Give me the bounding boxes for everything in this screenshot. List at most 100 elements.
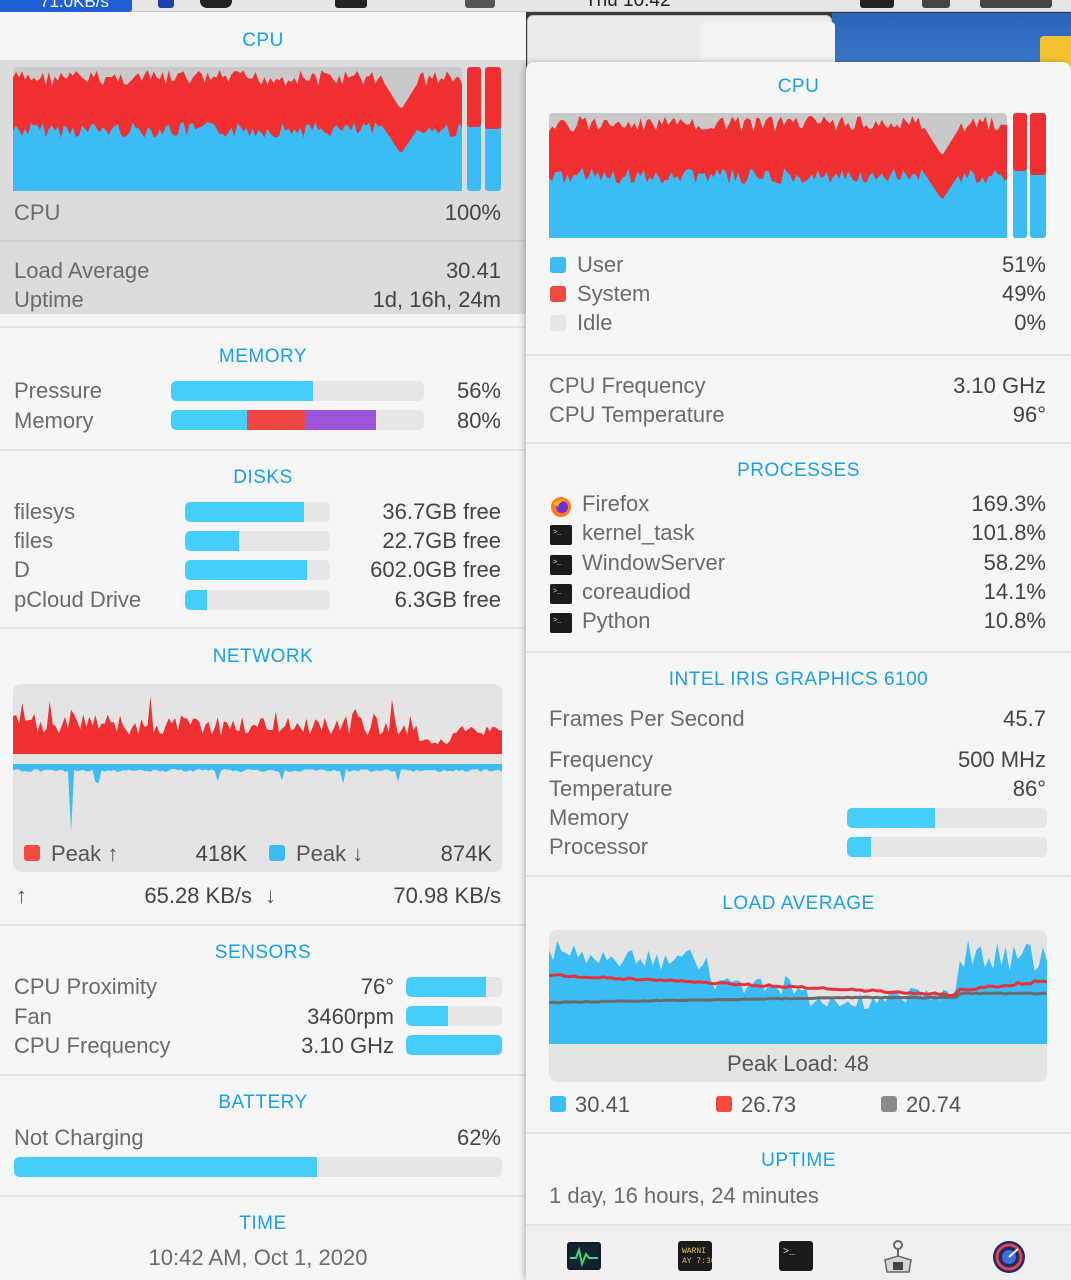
background-window-inner <box>700 22 835 67</box>
pycharm-icon[interactable] <box>158 0 174 8</box>
cpu-frequency-label: CPU Frequency <box>549 373 706 398</box>
sensor-bar-fill <box>406 977 486 997</box>
cpu-header: CPU <box>242 30 284 51</box>
svg-text:>_: >_ <box>783 1247 796 1258</box>
cpu-legend-label: System <box>577 281 651 306</box>
disk-free: 36.7GB free <box>382 499 501 524</box>
load-average-value: 30.41 <box>445 258 501 283</box>
load-average-graph <box>549 940 1047 1044</box>
menu-extra-right-icon[interactable] <box>980 0 1052 8</box>
disk-bar-fill <box>185 502 304 522</box>
disk-name: filesys <box>14 499 76 524</box>
cpu-detail-panel: CPU User 51% System 49% Idle 0% CPU Freq… <box>526 62 1071 1280</box>
sensor-bar-fill <box>406 1006 449 1026</box>
cpu-label: CPU <box>14 200 61 225</box>
separator <box>526 442 1071 444</box>
load-15min-line <box>549 991 1047 1005</box>
cpu-temperature-value: 96° <box>1012 402 1046 427</box>
process-cpu-value: 169.3% <box>971 491 1046 516</box>
sensors-header: SENSORS <box>214 942 312 963</box>
download-rate: 70.98 KB/s <box>393 883 501 908</box>
app-shortcut-bar: WARNI AY 7:36 >_ <box>526 1226 1071 1280</box>
disk-name: files <box>14 528 54 553</box>
firefox-icon <box>550 496 572 517</box>
gpu-memory-label: Memory <box>549 805 629 830</box>
terminal-icon: >_ <box>550 613 572 634</box>
folder-icon[interactable] <box>1040 36 1071 66</box>
cpu-detail-header: CPU <box>777 76 820 97</box>
gpu-temperature-value: 86° <box>1012 776 1046 801</box>
peak-down-label: Peak ↓ <box>296 841 364 866</box>
disks-header: DISKS <box>233 467 293 488</box>
sensor-bar-fill <box>406 1035 502 1055</box>
grid-icon[interactable] <box>922 0 950 8</box>
process-name: kernel_task <box>582 520 695 546</box>
peak-down-swatch <box>269 845 285 861</box>
disk-bar-fill <box>185 560 307 580</box>
gpu-frequency-label: Frequency <box>549 747 653 772</box>
time-header: TIME <box>239 1213 287 1234</box>
network-speed-text: 71.0KB/s <box>40 0 109 11</box>
upload-rate: 65.28 KB/s <box>144 883 252 908</box>
menu-clock[interactable]: Thu 10:42 <box>585 0 671 11</box>
activity-monitor-icon[interactable] <box>567 1242 601 1270</box>
cpu-detail-graph <box>549 113 1046 238</box>
sensor-name: CPU Proximity <box>14 974 158 999</box>
disk-name: pCloud Drive <box>14 587 142 612</box>
cpu-frequency-value: 3.10 GHz <box>953 373 1046 398</box>
cpu-legend-value: 0% <box>1014 310 1046 335</box>
uptime-detail-value: 1 day, 16 hours, 24 minutes <box>549 1183 819 1208</box>
load-5min-line <box>549 973 1047 998</box>
status-icon[interactable] <box>200 0 232 8</box>
gpu-header: INTEL IRIS GRAPHICS 6100 <box>668 669 929 690</box>
process-name: coreaudiod <box>582 578 691 604</box>
console-icon[interactable]: WARNI AY 7:36 <box>678 1241 712 1271</box>
load-15min-swatch <box>881 1096 897 1112</box>
battery-header: BATTERY <box>218 1092 308 1113</box>
peak-down-value: 874K <box>440 841 492 866</box>
svg-text:WARNI: WARNI <box>682 1247 706 1256</box>
disk-bar-fill <box>185 590 207 610</box>
sensor-value: 76° <box>360 974 394 999</box>
system-swatch <box>550 286 566 302</box>
eject-icon[interactable] <box>335 0 367 8</box>
istat-dropdown-panel: CPU CPU 100% Load Average 30.41 Uptime 1… <box>0 12 526 1280</box>
system-information-icon[interactable] <box>881 1238 915 1274</box>
network-history-graph <box>13 696 502 832</box>
peak-up-value: 418K <box>195 841 247 866</box>
network-speed-badge[interactable]: 71.0KB/s <box>0 0 132 12</box>
menu-bar: 71.0KB/s Thu 10:42 <box>0 0 1071 12</box>
battery-icon[interactable] <box>465 0 495 8</box>
separator <box>0 1074 526 1076</box>
terminal-icon[interactable]: >_ <box>779 1241 813 1271</box>
battery-bar <box>14 1157 502 1177</box>
network-graph-box <box>13 684 502 872</box>
uptime-value: 1d, 16h, 24m <box>372 287 501 312</box>
cpu-legend-label: User <box>577 252 624 277</box>
svg-text:>_: >_ <box>553 588 562 596</box>
disk-free: 22.7GB free <box>382 528 501 553</box>
memory-value: 80% <box>456 408 501 433</box>
disk-name: D <box>14 557 30 582</box>
time-value: 10:42 AM, Oct 1, 2020 <box>148 1245 368 1270</box>
load-average-header: LOAD AVERAGE <box>722 893 875 914</box>
cpu-value: 100% <box>444 200 501 225</box>
memory-label: Memory <box>14 408 94 433</box>
disk-bar <box>185 502 330 522</box>
memory-bar <box>171 410 424 430</box>
peak-up-label: Peak ↑ <box>51 841 119 866</box>
network-upload-area <box>13 696 502 754</box>
battery-percent: 62% <box>456 1125 501 1150</box>
idle-swatch <box>550 315 566 331</box>
cpu-legend-value: 49% <box>1001 281 1046 306</box>
load-5min-value: 26.73 <box>741 1092 797 1117</box>
istat-menus-icon[interactable] <box>992 1240 1026 1274</box>
gpu-memory-bar-fill <box>847 808 935 828</box>
load-average-label: Load Average <box>14 258 150 283</box>
menu-extra-icon[interactable] <box>860 0 894 8</box>
process-name: WindowServer <box>582 549 726 575</box>
cpu-legend-label: Idle <box>577 310 613 335</box>
load-1min-value: 30.41 <box>575 1092 631 1117</box>
cpu-user-area <box>13 122 462 191</box>
separator <box>526 354 1071 356</box>
